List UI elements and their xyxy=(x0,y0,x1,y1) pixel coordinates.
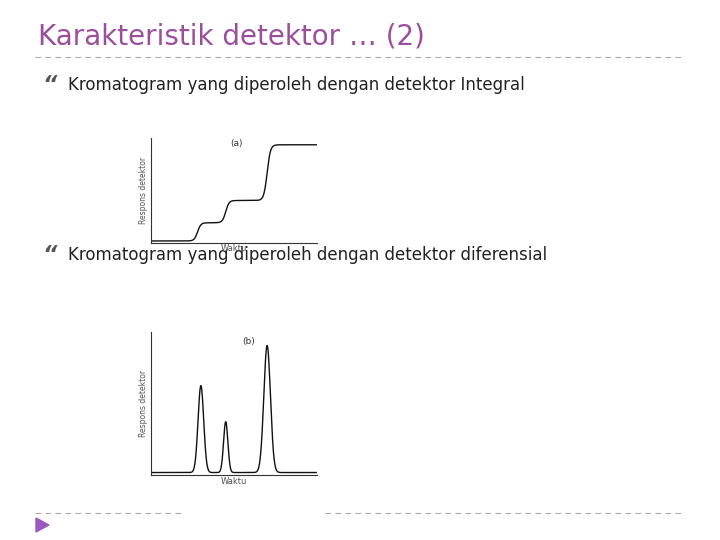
Text: (b): (b) xyxy=(242,337,255,346)
Y-axis label: Respons detektor: Respons detektor xyxy=(140,370,148,437)
Text: “: “ xyxy=(42,75,56,95)
Text: “: “ xyxy=(42,245,56,265)
Text: Kromatogram yang diperoleh dengan detektor diferensial: Kromatogram yang diperoleh dengan detekt… xyxy=(68,246,547,264)
Y-axis label: Respons detektor: Respons detektor xyxy=(140,157,148,224)
X-axis label: Waktu: Waktu xyxy=(221,245,247,253)
X-axis label: Waktu: Waktu xyxy=(221,477,247,485)
Polygon shape xyxy=(36,518,49,532)
Text: Kromatogram yang diperoleh dengan detektor Integral: Kromatogram yang diperoleh dengan detekt… xyxy=(68,76,525,94)
Text: (a): (a) xyxy=(230,139,243,148)
Text: Karakteristik detektor … (2): Karakteristik detektor … (2) xyxy=(38,22,425,50)
